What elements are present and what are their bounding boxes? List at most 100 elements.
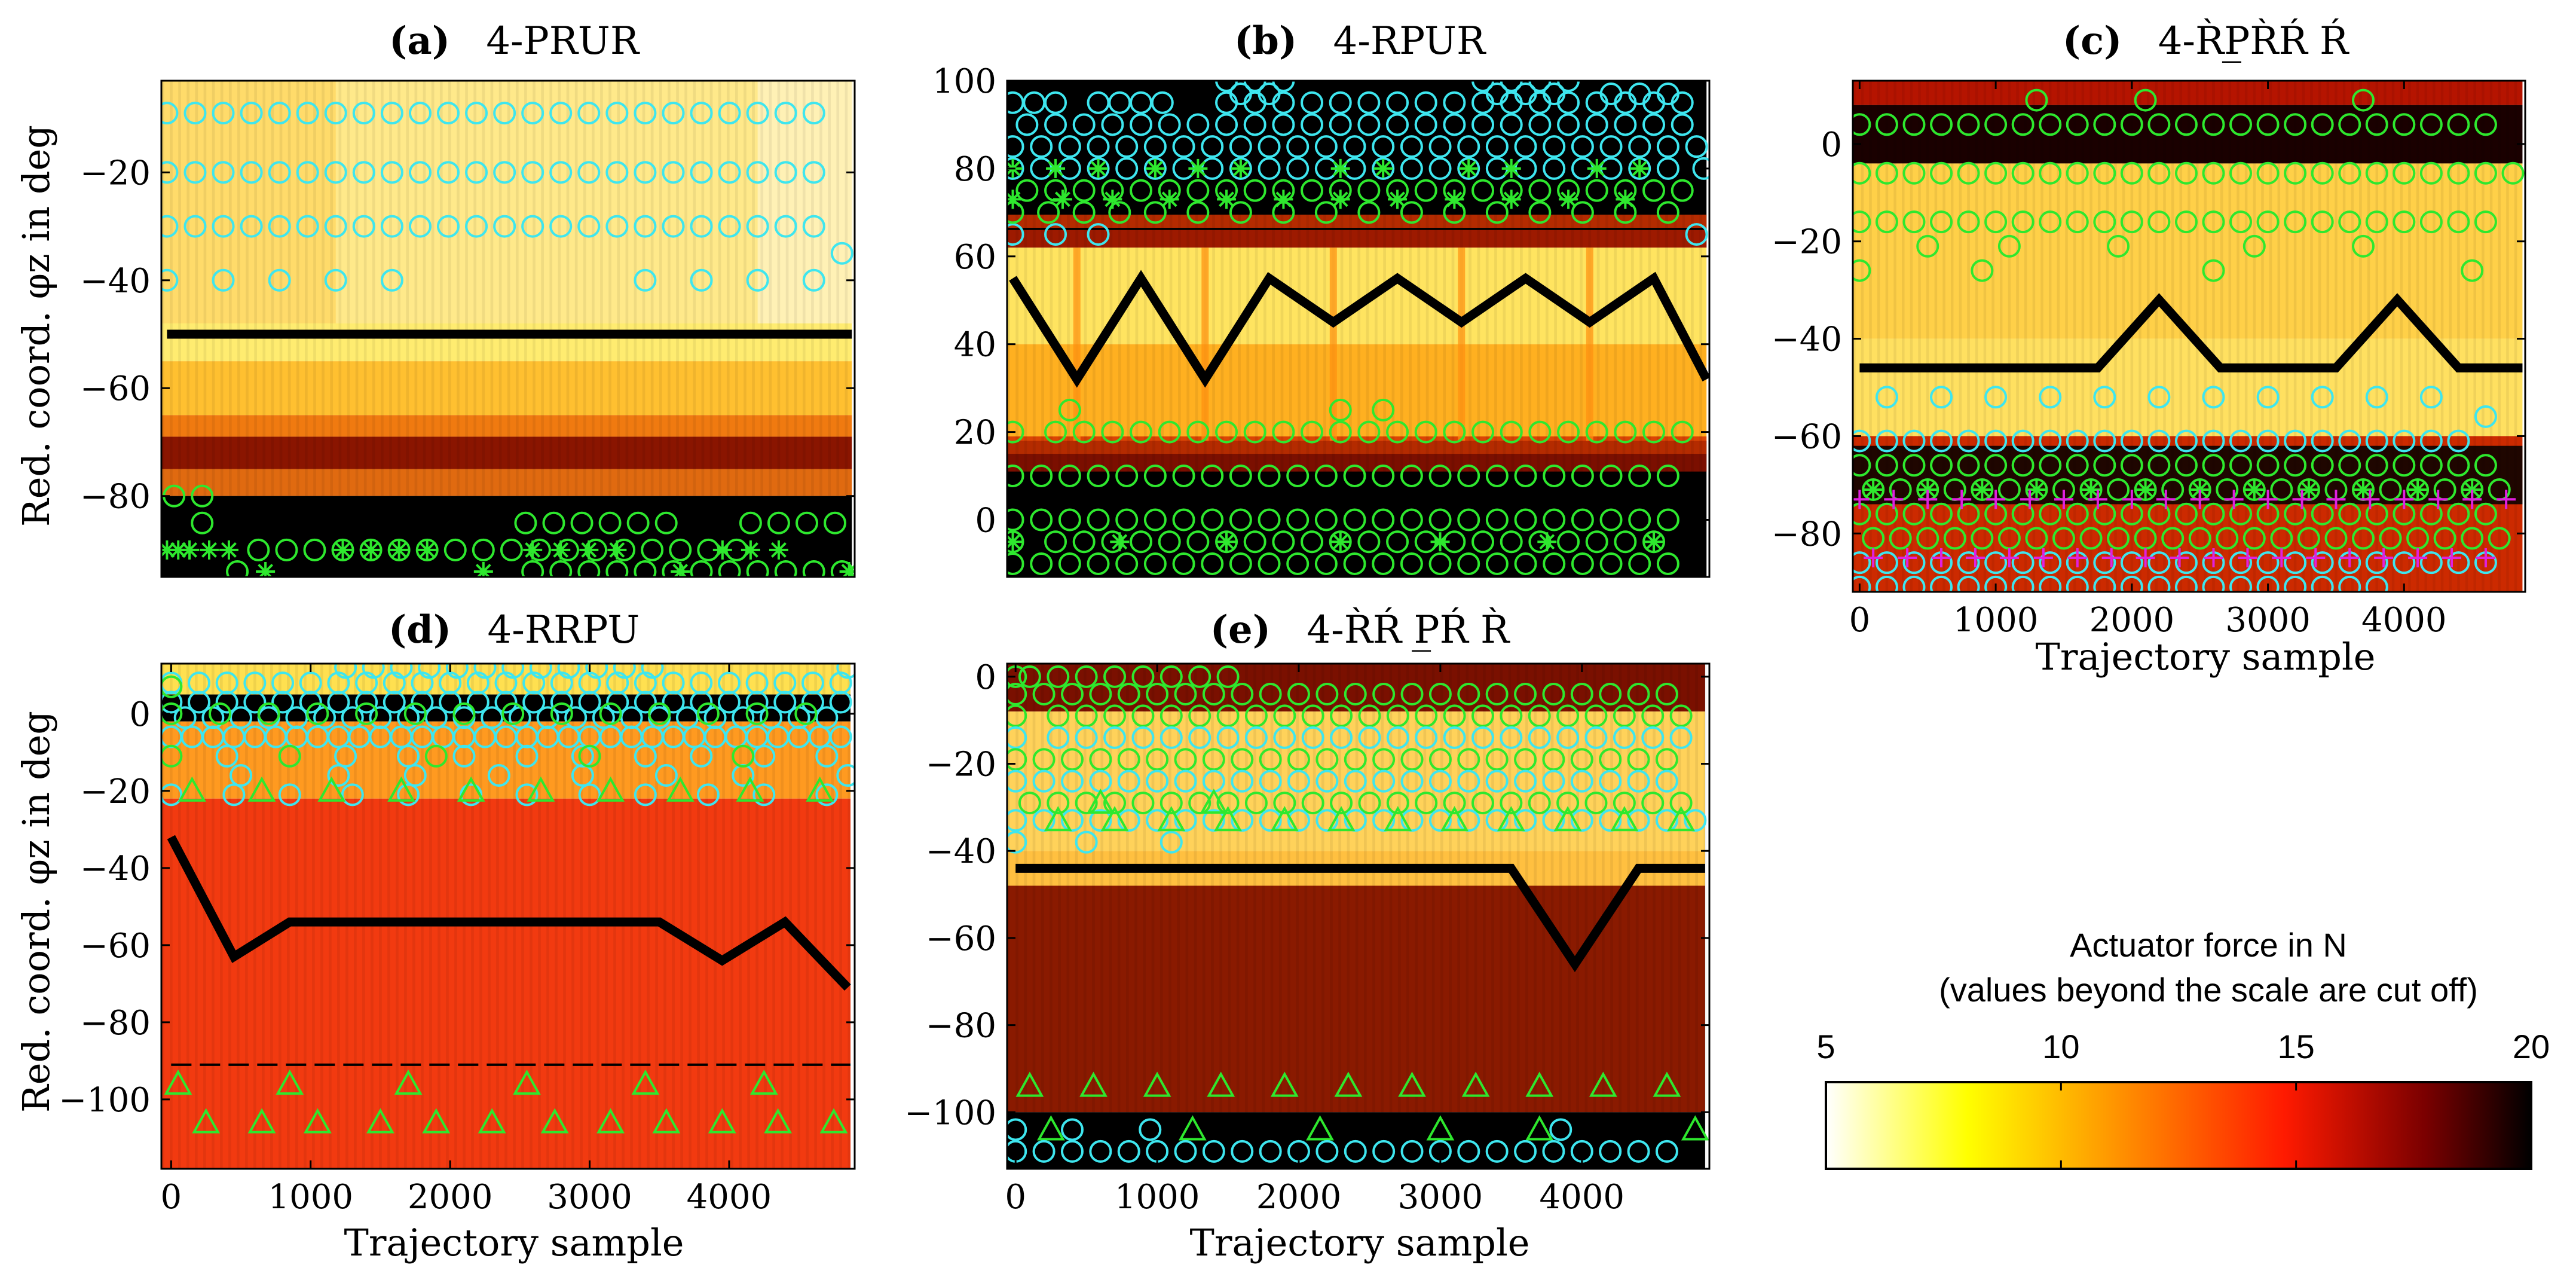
marker-circle bbox=[1628, 508, 1651, 531]
heat-streak bbox=[1244, 664, 1248, 1169]
marker-circle bbox=[1485, 552, 1509, 575]
heat-streak bbox=[406, 81, 409, 577]
x-tick-label: 1000 bbox=[1953, 601, 2039, 640]
marker-circle bbox=[2093, 429, 2116, 453]
marker-circle bbox=[2202, 386, 2225, 409]
panel-d-letter: (d) bbox=[388, 607, 451, 652]
marker-circle bbox=[1599, 1140, 1622, 1163]
marker-circle bbox=[796, 511, 818, 534]
marker-circle bbox=[1243, 179, 1266, 202]
marker-circle bbox=[2093, 161, 2116, 185]
marker-circle bbox=[746, 215, 769, 238]
marker-circle bbox=[1514, 552, 1537, 575]
marker-circle bbox=[1627, 748, 1650, 771]
marker-plus bbox=[1898, 548, 1917, 567]
marker-circle bbox=[2311, 210, 2334, 234]
marker-plus bbox=[2054, 490, 2073, 509]
heat-streak bbox=[446, 664, 449, 1169]
heat-streak bbox=[583, 81, 586, 577]
marker-circle bbox=[324, 268, 347, 292]
heat-streak bbox=[1918, 81, 1921, 592]
marker-circle bbox=[571, 764, 594, 787]
marker-circle bbox=[1258, 135, 1281, 158]
marker-circle bbox=[1315, 769, 1339, 793]
marker-circle bbox=[1259, 809, 1282, 832]
marker-plus bbox=[2462, 490, 2482, 509]
marker-circle bbox=[1301, 792, 1324, 815]
marker-circle bbox=[1089, 809, 1112, 832]
heat-streak bbox=[2008, 81, 2011, 592]
marker-circle bbox=[418, 664, 441, 679]
y-tick-label: −60 bbox=[1772, 417, 1842, 456]
marker-circle bbox=[2147, 210, 2171, 234]
marker-circle bbox=[1032, 748, 1056, 771]
marker-circle bbox=[161, 691, 183, 714]
marker-circle bbox=[1614, 530, 1637, 554]
marker-circle bbox=[1984, 429, 2008, 453]
marker-circle bbox=[1514, 508, 1537, 531]
marker-circle bbox=[2270, 478, 2293, 501]
marker-circle bbox=[2107, 478, 2130, 501]
marker-triangle bbox=[247, 1108, 276, 1134]
marker-circle bbox=[1386, 113, 1409, 136]
marker-circle bbox=[1613, 726, 1636, 749]
marker-circle bbox=[1557, 530, 1580, 554]
marker-circle bbox=[1500, 530, 1523, 554]
marker-circle bbox=[1215, 81, 1238, 92]
marker-circle bbox=[1471, 179, 1495, 202]
marker-circle bbox=[718, 215, 741, 238]
marker-circle bbox=[2120, 454, 2143, 477]
marker-circle bbox=[2202, 161, 2225, 185]
marker-circle bbox=[1930, 210, 1953, 234]
heat-streak bbox=[1304, 664, 1308, 1169]
marker-circle bbox=[1146, 682, 1169, 705]
marker-circle bbox=[1542, 682, 1565, 705]
marker-plus bbox=[2292, 490, 2312, 509]
marker-circle bbox=[1628, 465, 1651, 488]
heat-streak bbox=[2286, 81, 2289, 592]
heat-streak bbox=[304, 664, 307, 1169]
marker-triangle bbox=[1525, 1115, 1554, 1141]
marker-circle bbox=[1542, 809, 1565, 832]
marker-circle bbox=[439, 691, 462, 714]
marker-circle bbox=[1613, 792, 1636, 815]
marker-star bbox=[200, 540, 219, 560]
heat-streak bbox=[1272, 81, 1275, 577]
x-tick-label: 3000 bbox=[2225, 601, 2311, 640]
marker-circle bbox=[2311, 551, 2334, 575]
marker-triangle bbox=[1178, 1115, 1207, 1141]
marker-circle bbox=[1500, 726, 1523, 749]
marker-circle bbox=[2256, 575, 2280, 592]
marker-circle bbox=[380, 161, 403, 184]
marker-circle bbox=[2488, 527, 2511, 550]
marker-circle bbox=[2365, 386, 2388, 409]
marker-circle bbox=[1007, 682, 1027, 705]
marker-circle bbox=[341, 783, 364, 807]
heat-streak bbox=[1449, 664, 1452, 1169]
heat-streak bbox=[1576, 664, 1580, 1169]
heat-band bbox=[161, 361, 852, 416]
marker-circle bbox=[2447, 551, 2470, 575]
heat-streak bbox=[1639, 81, 1642, 577]
marker-circle bbox=[824, 511, 847, 534]
marker-circle bbox=[570, 511, 593, 534]
marker-circle bbox=[240, 102, 263, 125]
marker-circle bbox=[641, 664, 664, 679]
heat-streak bbox=[2326, 81, 2330, 592]
marker-circle bbox=[2093, 551, 2116, 575]
heat-streak bbox=[608, 81, 611, 577]
marker-circle bbox=[2174, 502, 2198, 526]
heat-streak bbox=[2261, 81, 2264, 592]
marker-circle bbox=[2242, 234, 2266, 258]
heat-streak bbox=[1125, 664, 1129, 1169]
marker-circle bbox=[2039, 161, 2062, 185]
marker-circle bbox=[550, 702, 573, 725]
marker-circle bbox=[1258, 508, 1281, 531]
marker-circle bbox=[1984, 113, 2008, 136]
marker-circle bbox=[1585, 420, 1608, 444]
heat-streak bbox=[1999, 81, 2003, 592]
heat-streak bbox=[739, 664, 742, 1169]
marker-circle bbox=[2284, 454, 2307, 477]
marker-circle bbox=[173, 706, 197, 729]
marker-circle bbox=[634, 102, 657, 125]
